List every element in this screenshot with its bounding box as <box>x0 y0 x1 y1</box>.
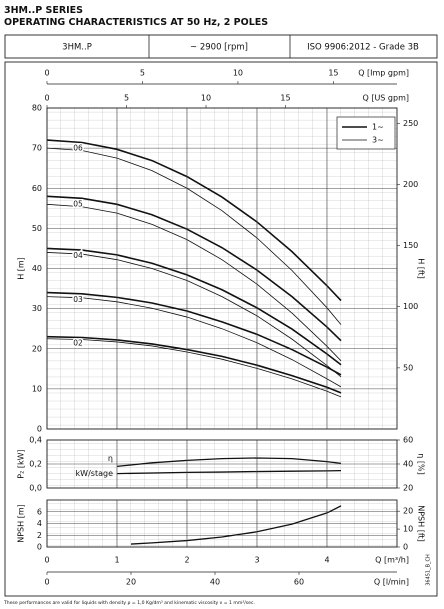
header-box <box>4 34 438 59</box>
bottom-tick-label: 3 <box>254 556 259 565</box>
legend <box>336 116 396 150</box>
top-axis-label: Q [US gpm] <box>362 94 409 103</box>
y2-tick-label: 20 <box>403 484 413 493</box>
y-tick-label: 2 <box>37 531 42 540</box>
y-axis-label: H [m] <box>17 257 26 280</box>
top-tick-label: 5 <box>124 94 129 103</box>
bottom-axis-label: Q [m³/h] <box>375 556 409 565</box>
bottom-tick-label: 60 <box>294 578 304 587</box>
y-tick-label: 50 <box>32 224 42 233</box>
top-axis-label: Q [Imp gpm] <box>358 69 409 78</box>
y-axis-label: NPSH [m] <box>17 504 26 542</box>
stage-label: 03 <box>73 295 83 304</box>
y-tick-label: 40 <box>32 264 42 273</box>
series-curve <box>116 457 342 468</box>
y2-axis-label: NPSH [ft] <box>417 505 426 542</box>
y2-tick-label: 20 <box>403 507 413 516</box>
y2-axis-label: H [ft] <box>417 258 426 279</box>
y-axis-label: P₂ [kW] <box>17 449 26 478</box>
bottom-tick-label: 4 <box>324 556 329 565</box>
header-cell: 3HM..P <box>62 43 92 53</box>
y-tick-label: 0 <box>37 425 42 434</box>
top-tick-label: 15 <box>280 94 290 103</box>
y-tick-label: 30 <box>32 304 42 313</box>
y2-tick-label: 50 <box>403 363 413 372</box>
y-tick-label: 10 <box>32 384 42 393</box>
y-tick-label: 80 <box>32 104 42 113</box>
y2-tick-label: 150 <box>403 241 418 250</box>
head-curve <box>46 139 342 302</box>
y2-tick-label: 60 <box>403 436 413 445</box>
head-curve <box>46 247 342 366</box>
y2-tick-label: 200 <box>403 180 418 189</box>
stage-label: 04 <box>73 251 83 260</box>
plot-frame <box>46 499 398 548</box>
series-curve <box>116 469 342 475</box>
footnote: These performances are valid for liquids… <box>3 600 255 606</box>
bottom-tick-label: 40 <box>210 578 220 587</box>
y-tick-label: 0,0 <box>29 484 42 493</box>
series-curve <box>130 505 342 545</box>
bottom-tick-label: 0 <box>44 578 49 587</box>
header-cell: ~ 2900 [rpm] <box>190 43 248 53</box>
top-tick-label: 5 <box>140 69 145 78</box>
legend-label: 3~ <box>372 136 384 145</box>
top-tick-label: 0 <box>44 69 49 78</box>
plot-frame <box>46 439 398 489</box>
head-curve <box>46 195 342 342</box>
y-tick-label: 0,2 <box>29 460 42 469</box>
head-curve <box>46 147 342 325</box>
y-tick-label: 4 <box>37 519 42 528</box>
head-curve <box>46 252 342 378</box>
top-tick-label: 0 <box>44 94 49 103</box>
header-cell: ISO 9906:2012 - Grade 3B <box>307 43 419 53</box>
series-label: kW/stage <box>76 469 114 478</box>
top-tick-label: 10 <box>233 69 243 78</box>
plot-frame <box>46 107 398 430</box>
bottom-tick-label: 1 <box>114 556 119 565</box>
stage-label: 02 <box>73 339 83 348</box>
bottom-tick-label: 2 <box>184 556 189 565</box>
y2-tick-label: 250 <box>403 119 418 128</box>
top-tick-label: 15 <box>328 69 338 78</box>
top-tick-label: 10 <box>201 94 211 103</box>
y-tick-label: 70 <box>32 144 42 153</box>
head-curve <box>46 203 342 362</box>
series-label: η <box>108 454 113 463</box>
stage-label: 05 <box>73 199 83 208</box>
bottom-tick-label: 0 <box>44 556 49 565</box>
subtitle: OPERATING CHARACTERISTICS AT 50 Hz, 2 PO… <box>4 17 268 28</box>
y-tick-label: 20 <box>32 344 42 353</box>
head-curve <box>46 296 342 388</box>
title: 3HM..P SERIES <box>4 5 83 16</box>
drawing-code: 36451_B_CH <box>426 554 432 586</box>
y2-tick-label: 40 <box>403 460 413 469</box>
chart-frame <box>4 61 438 597</box>
y-tick-label: 60 <box>32 184 42 193</box>
legend-label: 1~ <box>372 123 384 132</box>
y2-tick-label: 0 <box>403 543 408 552</box>
y-tick-label: 0 <box>37 543 42 552</box>
bottom-tick-label: 20 <box>126 578 136 587</box>
head-curve <box>46 335 342 394</box>
head-curve <box>46 338 342 398</box>
y2-tick-label: 100 <box>403 302 418 311</box>
bottom-axis-label: Q [l/min] <box>374 578 409 587</box>
y-tick-label: 0,4 <box>29 436 42 445</box>
stage-label: 06 <box>73 144 83 153</box>
y2-tick-label: 10 <box>403 525 413 534</box>
y-tick-label: 6 <box>37 507 42 516</box>
y2-axis-label: η [%] <box>417 453 426 474</box>
head-curve <box>46 291 342 376</box>
